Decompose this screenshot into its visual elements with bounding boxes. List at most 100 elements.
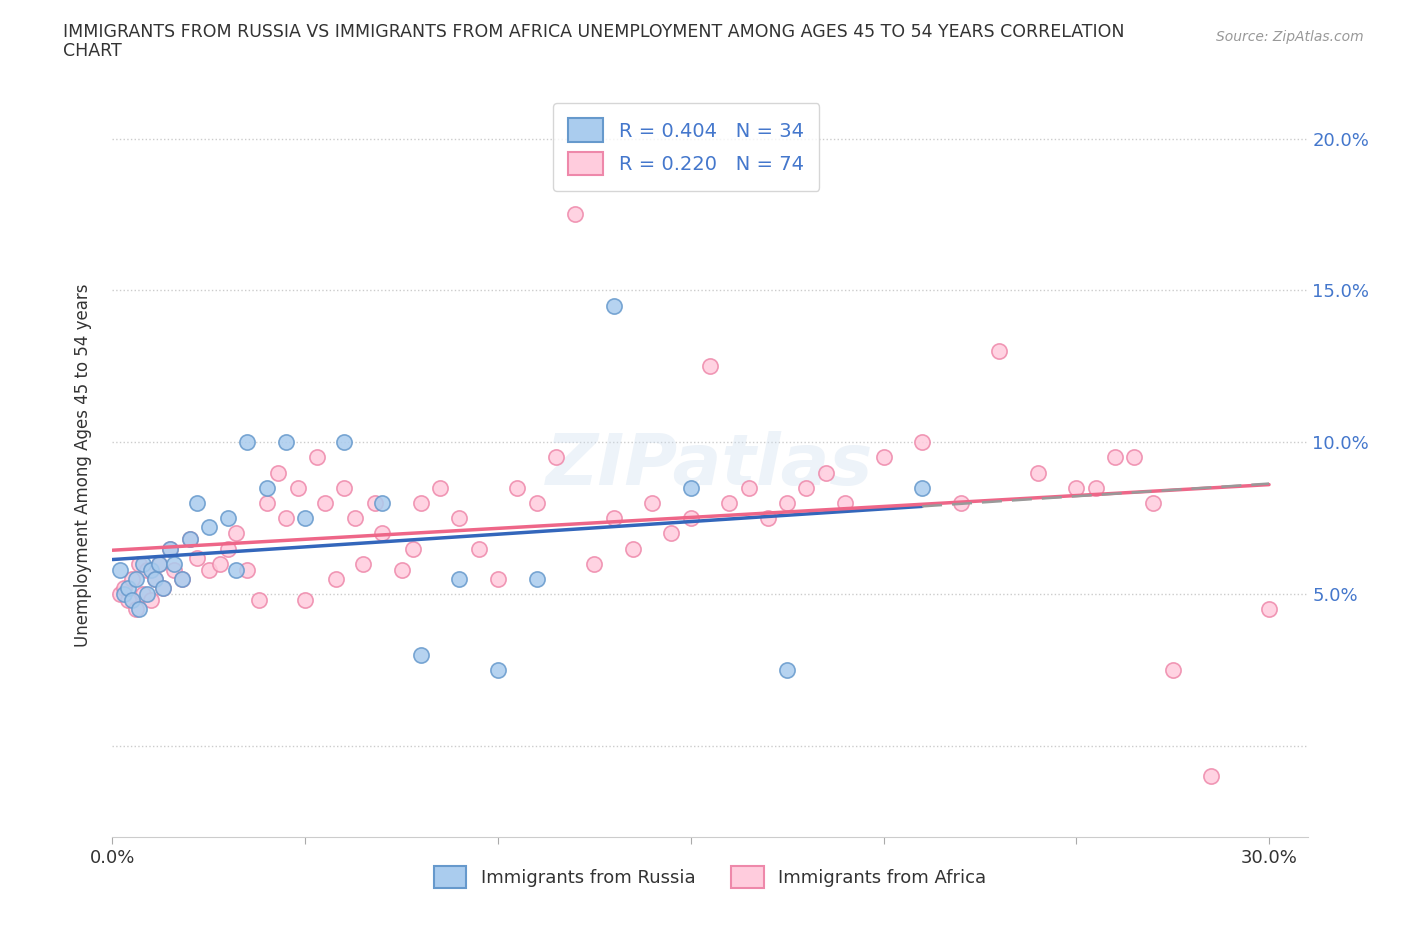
Point (163, 563, 186, 578)
Point (236, 563, 259, 578)
Point (170, 571, 193, 586)
Point (467, 541, 489, 556)
Point (132, 556, 155, 571)
Point (409, 496, 432, 511)
Point (124, 602, 146, 617)
Point (143, 571, 166, 586)
Point (699, 359, 721, 374)
Point (1026, 465, 1049, 480)
Point (128, 602, 150, 617)
Point (1161, 662, 1184, 677)
Point (186, 551, 208, 565)
Point (108, 587, 131, 602)
Point (679, 480, 702, 495)
Point (163, 556, 186, 571)
Point (217, 511, 239, 525)
Point (152, 580, 174, 595)
Point (179, 532, 201, 547)
Point (449, 571, 471, 586)
Point (949, 496, 972, 511)
Point (159, 541, 181, 556)
Point (225, 563, 247, 578)
Point (117, 592, 139, 607)
Point (209, 556, 232, 571)
Point (756, 511, 779, 525)
Point (198, 563, 221, 578)
Point (602, 511, 624, 525)
Point (564, 207, 586, 222)
Point (583, 556, 606, 571)
Point (506, 480, 529, 495)
Point (641, 496, 664, 511)
Point (621, 541, 644, 556)
Point (139, 592, 162, 607)
Point (1064, 480, 1087, 495)
Point (159, 541, 181, 556)
Point (217, 541, 239, 556)
Point (128, 556, 150, 571)
Point (112, 580, 135, 595)
Point (911, 435, 934, 450)
Point (139, 563, 162, 578)
Point (124, 571, 146, 586)
Legend: Immigrants from Russia, Immigrants from Africa: Immigrants from Russia, Immigrants from … (426, 858, 994, 895)
Point (409, 647, 432, 662)
Point (294, 511, 316, 525)
Point (1104, 450, 1126, 465)
Point (108, 563, 131, 578)
Point (776, 662, 799, 677)
Point (121, 592, 143, 607)
Point (333, 480, 356, 495)
Point (256, 480, 278, 495)
Point (486, 662, 509, 677)
Point (911, 480, 934, 495)
Point (294, 592, 316, 607)
Point (236, 435, 259, 450)
Point (148, 556, 170, 571)
Point (776, 496, 799, 511)
Point (449, 511, 471, 525)
Point (834, 496, 856, 511)
Point (152, 580, 174, 595)
Point (718, 496, 741, 511)
Point (136, 587, 159, 602)
Point (247, 592, 270, 607)
Point (737, 480, 759, 495)
Point (486, 571, 509, 586)
Point (391, 563, 413, 578)
Point (988, 344, 1011, 359)
Text: ZIPatlas: ZIPatlas (547, 431, 873, 499)
Point (814, 465, 837, 480)
Y-axis label: Unemployment Among Ages 45 to 54 years: Unemployment Among Ages 45 to 54 years (73, 284, 91, 646)
Point (186, 496, 208, 511)
Point (305, 450, 328, 465)
Point (526, 496, 548, 511)
Point (679, 511, 702, 525)
Point (314, 496, 336, 511)
Point (333, 435, 356, 450)
Point (1199, 769, 1222, 784)
Point (112, 587, 135, 602)
Point (121, 571, 143, 586)
Point (544, 450, 567, 465)
Point (287, 480, 309, 495)
Point (325, 571, 347, 586)
Point (1084, 480, 1107, 495)
Point (179, 532, 201, 547)
Point (148, 556, 170, 571)
Point (132, 587, 155, 602)
Point (274, 435, 297, 450)
Point (371, 525, 394, 540)
Point (872, 450, 894, 465)
Point (661, 525, 683, 540)
Point (429, 480, 451, 495)
Point (352, 556, 374, 571)
Text: Source: ZipAtlas.com: Source: ZipAtlas.com (1216, 30, 1364, 44)
Point (267, 465, 290, 480)
Text: IMMIGRANTS FROM RUSSIA VS IMMIGRANTS FROM AFRICA UNEMPLOYMENT AMONG AGES 45 TO 5: IMMIGRANTS FROM RUSSIA VS IMMIGRANTS FRO… (63, 23, 1125, 41)
Point (602, 299, 624, 313)
Point (526, 571, 548, 586)
Point (344, 511, 367, 525)
Point (796, 480, 818, 495)
Point (136, 563, 159, 578)
